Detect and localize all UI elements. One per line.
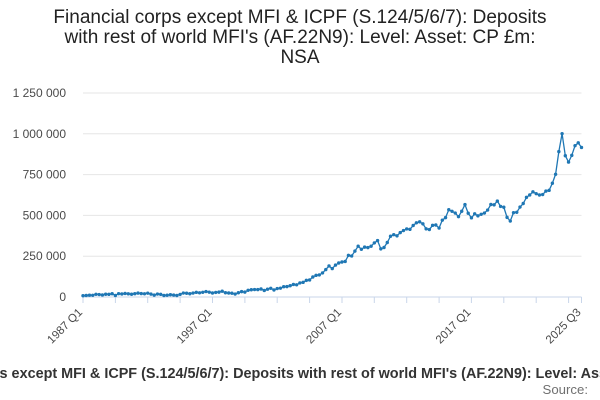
svg-text:1987 Q1: 1987 Q1 [45,307,85,347]
svg-text:2007 Q1: 2007 Q1 [304,307,344,347]
svg-text:1 000 000: 1 000 000 [13,127,67,141]
svg-text:500 000: 500 000 [23,208,67,222]
svg-text:1 250 000: 1 250 000 [13,86,67,100]
svg-text:750 000: 750 000 [23,168,67,182]
svg-text:2025 Q3: 2025 Q3 [544,307,584,347]
svg-text:250 000: 250 000 [23,249,67,263]
svg-text:2017 Q1: 2017 Q1 [434,307,474,347]
svg-text:0: 0 [59,290,66,304]
svg-text:1997 Q1: 1997 Q1 [175,307,215,347]
